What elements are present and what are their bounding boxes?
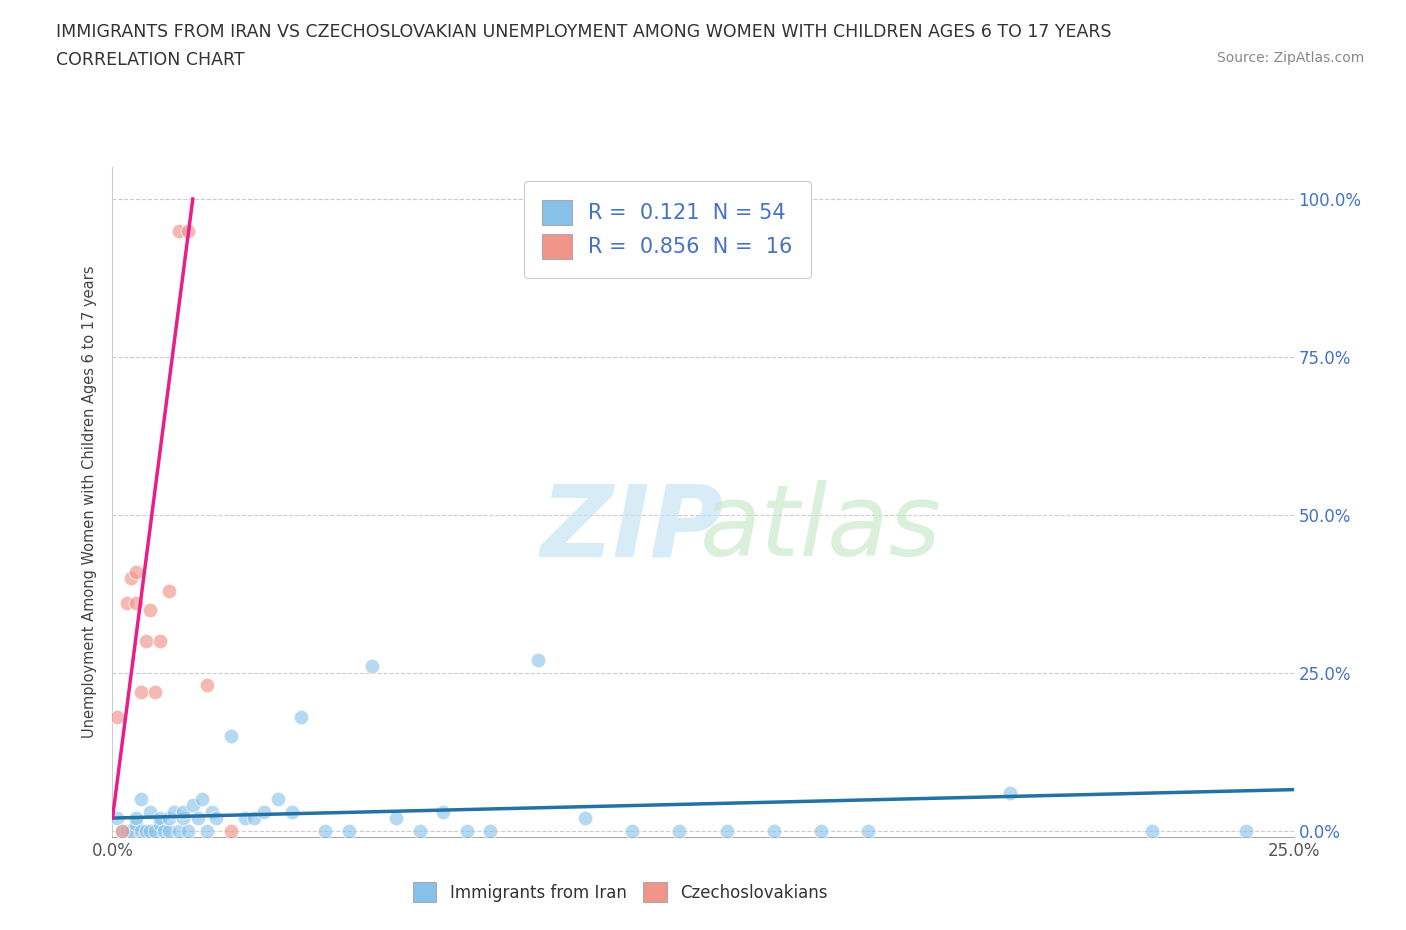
Point [115,823,138,838]
Point [385,811,408,826]
Point [195,823,218,838]
Point [167,223,190,238]
Point [125,565,148,579]
Point [267,791,290,806]
Point [858,823,880,838]
Point [479,823,502,838]
Point [408,823,430,838]
Point [290,710,312,724]
Point [135,633,157,648]
Point [129,791,152,806]
Point [177,823,200,838]
Point [125,596,148,611]
Text: atlas: atlas [700,481,942,578]
Point [621,823,644,838]
Point [526,653,548,668]
Text: CORRELATION CHART: CORRELATION CHART [56,51,245,69]
Point [172,804,194,819]
Point [120,823,142,838]
Point [186,811,208,826]
Point [172,811,194,826]
Point [281,804,304,819]
Point [195,678,218,693]
Point [233,811,256,826]
Point [762,823,785,838]
Point [181,798,204,813]
Point [149,633,172,648]
Point [810,823,832,838]
Point [105,710,128,724]
Point [998,785,1021,800]
Point [129,684,152,699]
Point [139,804,162,819]
Point [314,823,336,838]
Point [574,811,596,826]
Point [153,823,176,838]
Point [143,823,166,838]
Point [139,823,162,838]
Point [668,823,690,838]
Point [111,823,134,838]
Point [111,823,134,838]
Point [115,596,138,611]
Point [105,811,128,826]
Text: ZIP: ZIP [541,481,724,578]
Point [167,823,190,838]
Point [1234,823,1257,838]
Text: Source: ZipAtlas.com: Source: ZipAtlas.com [1216,51,1364,65]
Text: IMMIGRANTS FROM IRAN VS CZECHOSLOVAKIAN UNEMPLOYMENT AMONG WOMEN WITH CHILDREN A: IMMIGRANTS FROM IRAN VS CZECHOSLOVAKIAN … [56,23,1112,41]
Point [149,817,172,831]
Point [129,823,152,838]
Point [337,823,360,838]
Point [716,823,738,838]
Point [120,571,142,586]
Point [149,811,172,826]
Point [361,659,384,674]
Point [201,804,224,819]
Point [205,811,228,826]
Point [191,791,214,806]
Point [1140,823,1163,838]
Point [177,223,200,238]
Point [157,811,180,826]
Point [135,823,157,838]
Point [243,811,266,826]
Point [157,823,180,838]
Point [157,583,180,598]
Point [432,804,454,819]
Y-axis label: Unemployment Among Women with Children Ages 6 to 17 years: Unemployment Among Women with Children A… [82,266,97,738]
Point [253,804,276,819]
Point [456,823,478,838]
Point [125,817,148,831]
Legend: Immigrants from Iran, Czechoslovakians: Immigrants from Iran, Czechoslovakians [406,875,834,909]
Point [219,728,242,743]
Point [163,804,186,819]
Point [219,823,242,838]
Point [125,811,148,826]
Point [143,684,166,699]
Point [139,602,162,617]
